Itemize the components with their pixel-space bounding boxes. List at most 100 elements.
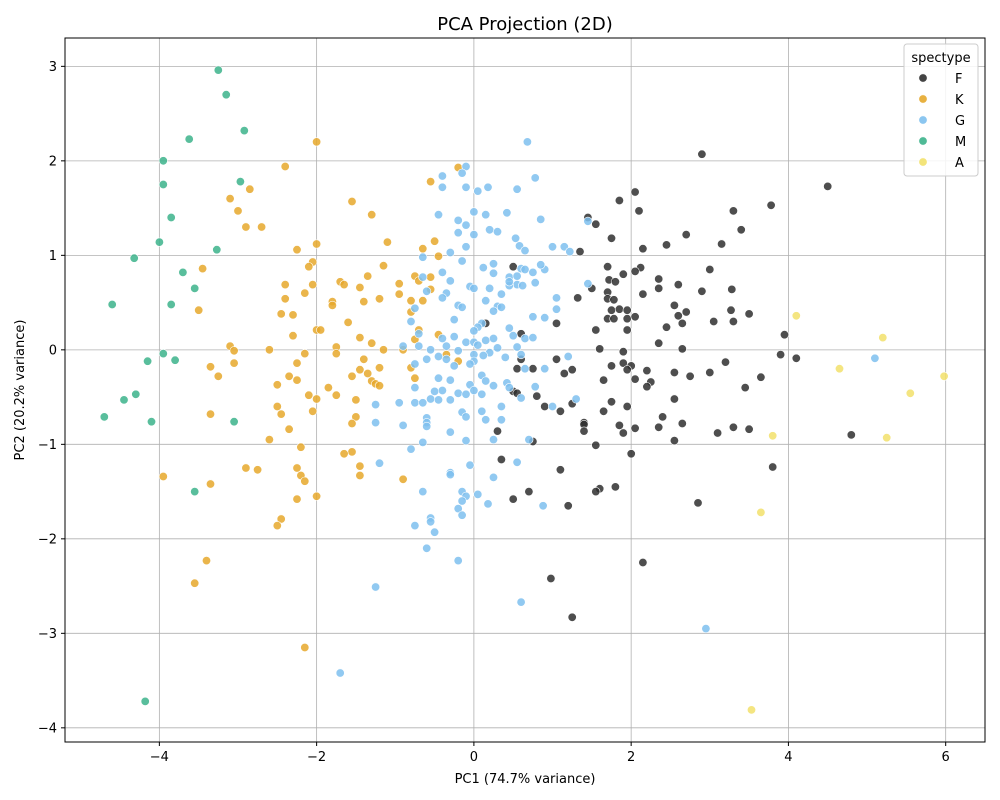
data-point-F: [673, 280, 683, 290]
data-point-G: [461, 220, 471, 230]
data-point-K: [398, 474, 408, 484]
data-point-G: [500, 352, 510, 362]
data-point-G: [512, 342, 522, 352]
data-point-G: [488, 435, 498, 445]
data-point-A: [791, 311, 801, 321]
data-point-M: [158, 180, 168, 190]
data-point-A: [905, 388, 915, 398]
y-tick-label: −3: [38, 627, 57, 642]
data-point-F: [681, 307, 691, 317]
data-point-F: [567, 365, 577, 375]
data-point-G: [524, 435, 534, 445]
data-point-K: [316, 325, 326, 335]
data-point-K: [198, 264, 208, 274]
data-point-G: [478, 263, 488, 273]
data-point-G: [481, 210, 491, 220]
series-K-points: [158, 137, 463, 652]
data-point-K: [339, 449, 349, 459]
data-point-F: [740, 383, 750, 393]
data-point-G: [430, 386, 440, 396]
data-point-F: [555, 465, 565, 475]
data-point-F: [610, 277, 620, 287]
data-point-K: [359, 297, 369, 307]
data-point-K: [276, 409, 286, 419]
data-point-K: [206, 362, 216, 372]
series-A-points: [746, 311, 949, 715]
data-point-K: [300, 642, 310, 652]
data-point-K: [347, 371, 357, 381]
data-point-K: [304, 262, 314, 272]
data-point-F: [609, 314, 619, 324]
data-point-G: [496, 401, 506, 411]
data-point-K: [288, 310, 298, 320]
data-point-F: [546, 573, 556, 583]
data-point-F: [591, 440, 601, 450]
data-point-K: [276, 309, 286, 319]
data-point-F: [614, 196, 624, 206]
data-point-F: [595, 344, 605, 354]
data-point-F: [726, 305, 736, 315]
data-point-G: [540, 364, 550, 374]
data-point-G: [488, 306, 498, 316]
data-point-G: [481, 376, 491, 386]
data-point-F: [622, 401, 632, 411]
data-point-G: [516, 597, 526, 607]
data-point-F: [551, 354, 561, 364]
data-point-F: [626, 449, 636, 459]
data-point-F: [661, 240, 671, 250]
data-point-F: [658, 412, 668, 422]
data-point-K: [284, 371, 294, 381]
data-point-F: [697, 286, 707, 296]
data-point-G: [445, 375, 455, 385]
data-point-G: [457, 168, 467, 178]
data-point-G: [512, 271, 522, 281]
data-point-G: [583, 279, 593, 289]
data-point-A: [878, 333, 888, 343]
data-point-G: [433, 373, 443, 383]
data-point-K: [312, 491, 322, 501]
data-point-G: [418, 252, 428, 262]
data-point-G: [418, 398, 428, 408]
data-point-K: [331, 349, 341, 359]
data-point-F: [606, 361, 616, 371]
data-point-G: [445, 248, 455, 258]
data-point-G: [571, 394, 581, 404]
data-point-K: [292, 463, 302, 473]
data-point-F: [630, 312, 640, 322]
data-point-G: [530, 173, 540, 183]
data-point-G: [406, 444, 416, 454]
data-point-G: [430, 527, 440, 537]
data-point-F: [846, 430, 856, 440]
data-point-K: [245, 184, 255, 194]
data-point-G: [538, 501, 548, 511]
data-point-F: [669, 367, 679, 377]
data-point-M: [143, 356, 153, 366]
series-G-points: [335, 137, 880, 678]
data-point-F: [736, 225, 746, 235]
data-point-G: [502, 208, 512, 218]
data-point-K: [363, 271, 373, 281]
data-point-K: [359, 354, 369, 364]
data-point-G: [488, 259, 498, 269]
data-point-G: [461, 337, 471, 347]
data-point-G: [422, 543, 432, 553]
data-point-K: [351, 395, 361, 405]
data-point-K: [292, 358, 302, 368]
data-point-G: [488, 268, 498, 278]
data-point-G: [520, 333, 530, 343]
data-point-F: [693, 498, 703, 508]
data-point-F: [681, 230, 691, 240]
data-point-K: [347, 197, 357, 207]
data-point-G: [504, 277, 514, 287]
data-point-K: [374, 294, 384, 304]
data-point-F: [573, 293, 583, 303]
data-point-G: [441, 341, 451, 351]
data-point-F: [603, 262, 613, 272]
data-point-F: [768, 462, 778, 472]
data-point-G: [528, 312, 538, 322]
data-point-K: [206, 409, 216, 419]
data-point-K: [225, 194, 235, 204]
data-point-G: [520, 246, 530, 256]
data-point-K: [355, 333, 365, 343]
data-point-F: [606, 397, 616, 407]
